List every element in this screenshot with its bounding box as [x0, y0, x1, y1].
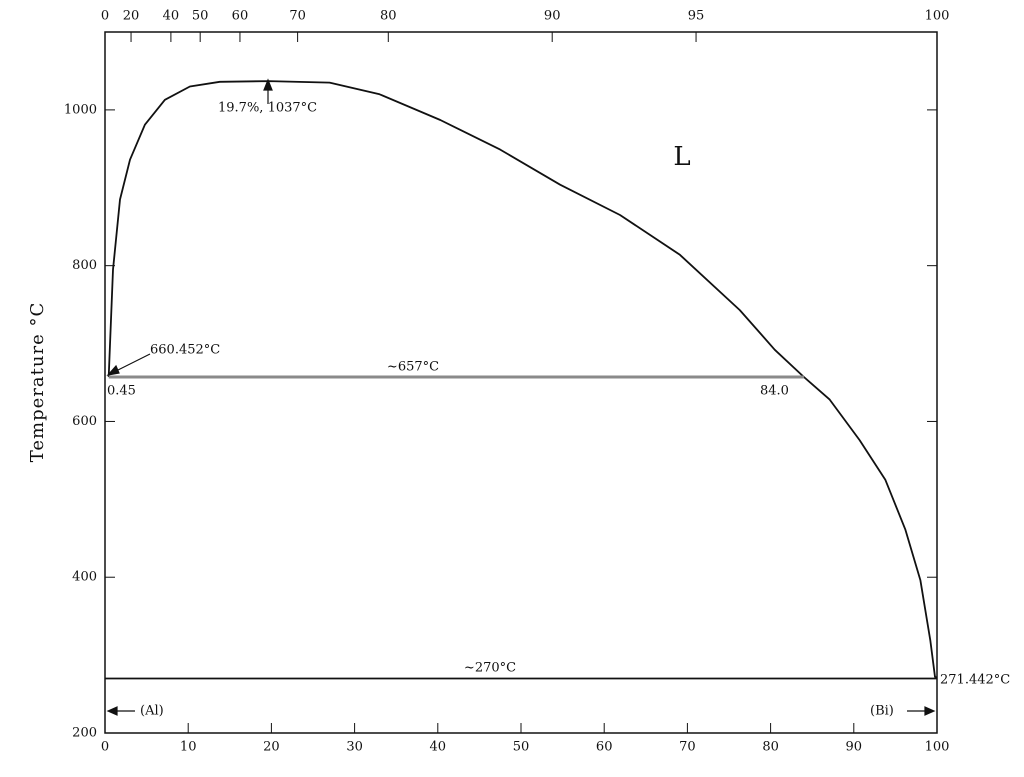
annotation: 271.442°C: [940, 673, 1010, 688]
x-tick-label: 0: [101, 740, 109, 755]
y-tick-label: 1000: [64, 102, 97, 117]
y-tick-label: 600: [72, 414, 97, 429]
x2-tick-label: 80: [380, 9, 397, 24]
x2-tick-label: 95: [688, 9, 705, 24]
curve: [107, 80, 938, 679]
annotation: (Al): [140, 704, 164, 719]
x2-tick-label: 50: [192, 9, 209, 24]
x-tick-label: 50: [513, 740, 530, 755]
x-tick-label: 90: [846, 740, 863, 755]
x-tick-label: 30: [346, 740, 363, 755]
x2-tick-label: 0: [101, 9, 109, 24]
annotation: 84.0: [760, 384, 789, 399]
y-tick-label: 200: [72, 726, 97, 741]
x-tick-label: 80: [762, 740, 779, 755]
annotation: 660.452°C: [150, 343, 220, 358]
x2-tick-label: 70: [289, 9, 306, 24]
x2-tick-label: 40: [163, 9, 180, 24]
annotation: (Bi): [870, 704, 894, 719]
annotation: 19.7%, 1037°C: [218, 101, 317, 116]
x-tick-label: 70: [679, 740, 696, 755]
y-tick-label: 400: [72, 570, 97, 585]
x-tick-label: 60: [596, 740, 613, 755]
arrows: [106, 78, 936, 716]
annotation: L: [673, 142, 690, 172]
plot-frame: [104, 31, 938, 734]
annotation: ~270°C: [464, 661, 516, 676]
x2-tick-label: 20: [123, 9, 140, 24]
x-tick-label: 40: [430, 740, 447, 755]
x2-tick-label: 60: [232, 9, 249, 24]
x-tick-label: 20: [263, 740, 280, 755]
annotation: ~657°C: [387, 360, 439, 375]
x-tick-label: 10: [180, 740, 197, 755]
x-tick-label: 100: [925, 740, 950, 755]
annotation: 0.45: [107, 384, 136, 399]
x2-tick-label: 100: [925, 9, 950, 24]
x2-tick-label: 90: [544, 9, 561, 24]
y-axis-label: Temperature °C: [27, 302, 48, 462]
y-tick-label: 800: [72, 258, 97, 273]
